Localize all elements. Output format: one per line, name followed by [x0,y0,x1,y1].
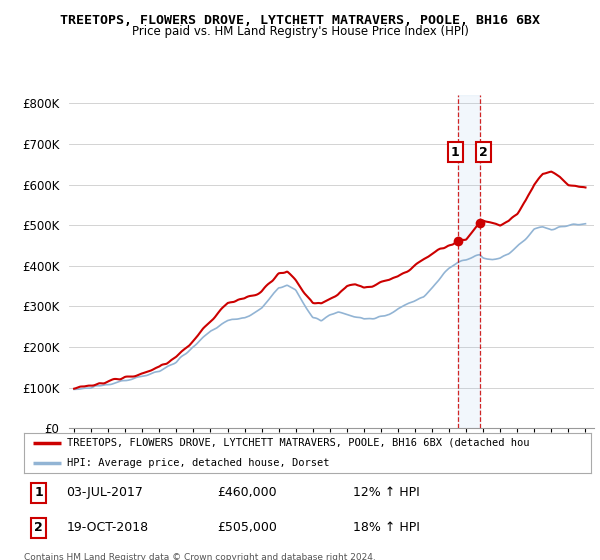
Text: £460,000: £460,000 [217,486,277,500]
Text: Price paid vs. HM Land Registry's House Price Index (HPI): Price paid vs. HM Land Registry's House … [131,25,469,39]
Text: Contains HM Land Registry data © Crown copyright and database right 2024.
This d: Contains HM Land Registry data © Crown c… [24,553,376,560]
Text: 1: 1 [34,486,43,500]
Text: £505,000: £505,000 [217,521,277,534]
Text: HPI: Average price, detached house, Dorset: HPI: Average price, detached house, Dors… [67,458,329,468]
Text: TREETOPS, FLOWERS DROVE, LYTCHETT MATRAVERS, POOLE, BH16 6BX: TREETOPS, FLOWERS DROVE, LYTCHETT MATRAV… [60,14,540,27]
Text: 2: 2 [479,146,488,158]
Text: 12% ↑ HPI: 12% ↑ HPI [353,486,419,500]
Text: 1: 1 [451,146,460,158]
Bar [458,95,480,428]
Text: TREETOPS, FLOWERS DROVE, LYTCHETT MATRAVERS, POOLE, BH16 6BX (detached hou: TREETOPS, FLOWERS DROVE, LYTCHETT MATRAV… [67,438,529,448]
Text: 19-OCT-2018: 19-OCT-2018 [67,521,149,534]
Text: 18% ↑ HPI: 18% ↑ HPI [353,521,420,534]
Text: 2: 2 [34,521,43,534]
Text: 03-JUL-2017: 03-JUL-2017 [67,486,143,500]
